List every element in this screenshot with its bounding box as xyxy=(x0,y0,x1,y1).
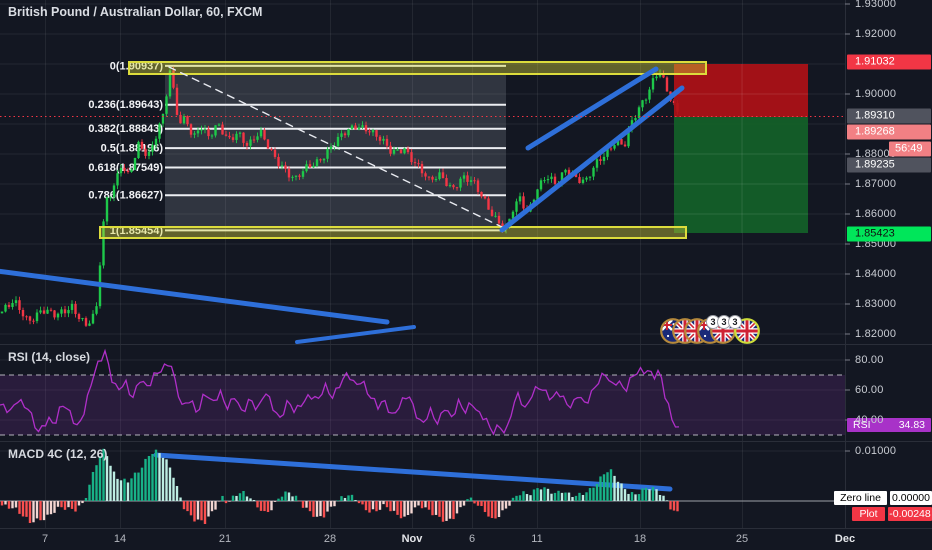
flag-ring xyxy=(734,318,760,344)
left-ascending-line[interactable] xyxy=(295,325,416,344)
macd-trendline[interactable] xyxy=(153,452,673,492)
flag-count-value: 3 xyxy=(710,317,715,327)
flag-count-value: 3 xyxy=(732,317,737,327)
demand-zone-band[interactable] xyxy=(99,226,687,239)
rsi-panel xyxy=(0,348,845,436)
risk-reward-zones[interactable] xyxy=(99,61,808,239)
dashed-retrace-line[interactable] xyxy=(168,66,505,229)
fib-level-label: 0(1.90937) xyxy=(110,60,164,72)
macd-panel xyxy=(0,448,845,524)
fib-retracement[interactable]: 0(1.90937) 0.236(1.89643) 0.382(1.88843) 0.… xyxy=(88,60,506,237)
fib-level-label: 0.236(1.89643) xyxy=(88,99,163,111)
supply-zone-band[interactable] xyxy=(128,61,707,75)
reward-zone-box[interactable] xyxy=(674,117,808,233)
fib-level-label: 0.382(1.88843) xyxy=(88,123,163,135)
channel-upper-line[interactable] xyxy=(525,66,659,151)
channel-lower-line[interactable] xyxy=(499,85,685,233)
flag-count-value: 3 xyxy=(721,317,726,327)
fib-level-label: 0.618(1.87549) xyxy=(88,162,163,174)
rsi-line xyxy=(0,348,680,436)
uk-flag-marker[interactable] xyxy=(736,320,758,342)
fib-level-label: 0.5(1.88196) xyxy=(101,143,164,155)
trendlines xyxy=(0,66,685,492)
fib-level-label: 0.786(1.86627) xyxy=(88,190,163,202)
risk-zone-box[interactable] xyxy=(674,64,808,117)
flag-count-badge[interactable] xyxy=(728,315,742,329)
left-descending-line[interactable] xyxy=(0,268,390,325)
